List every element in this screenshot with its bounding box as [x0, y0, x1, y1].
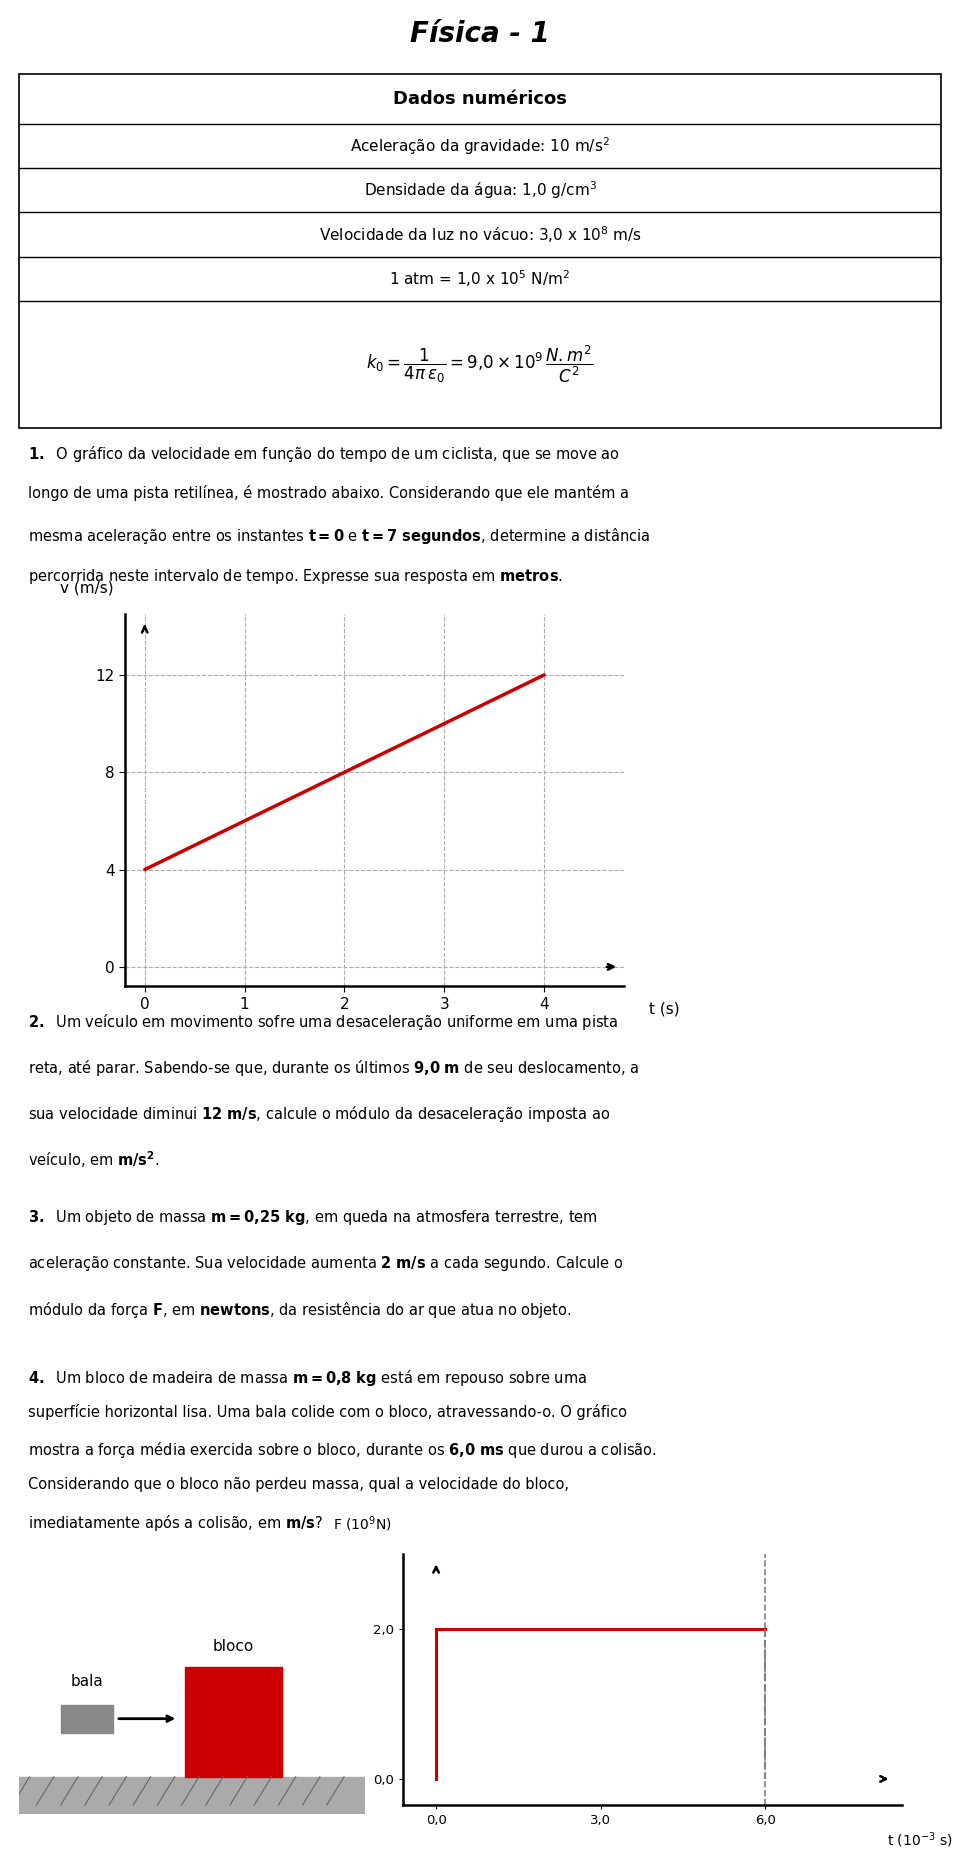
- Text: Velocidade da luz no vácuo: 3,0 x 10$^8$ m/s: Velocidade da luz no vácuo: 3,0 x 10$^8$…: [319, 223, 641, 246]
- Text: longo de uma pista retilínea, é mostrado abaixo. Considerando que ele mantém a: longo de uma pista retilínea, é mostrado…: [29, 484, 630, 501]
- Text: t (10$^{-3}$ s): t (10$^{-3}$ s): [887, 1831, 952, 1850]
- Text: $\mathbf{1.}$  O gráfico da velocidade em função do tempo de um ciclista, que se: $\mathbf{1.}$ O gráfico da velocidade em…: [29, 443, 620, 463]
- Text: $k_0 = \dfrac{1}{4\pi\,\varepsilon_0} = 9{,}0 \times 10^9\,\dfrac{N.m^2}{C^2}$: $k_0 = \dfrac{1}{4\pi\,\varepsilon_0} = …: [367, 344, 593, 385]
- Text: superfície horizontal lisa. Uma bala colide com o bloco, atravessando-o. O gráfi: superfície horizontal lisa. Uma bala col…: [29, 1403, 628, 1420]
- Text: módulo da força $\mathbf{F}$, em $\mathbf{newtons}$, da resistência do ar que at: módulo da força $\mathbf{F}$, em $\mathb…: [29, 1299, 572, 1319]
- Text: $\mathbf{2.}$  Um veículo em movimento sofre uma desaceleração uniforme em uma p: $\mathbf{2.}$ Um veículo em movimento so…: [29, 1012, 619, 1033]
- Text: v (m/s): v (m/s): [60, 581, 113, 596]
- Text: aceleração constante. Sua velocidade aumenta $\mathbf{2\ m/s}$ a cada segundo. C: aceleração constante. Sua velocidade aum…: [29, 1254, 624, 1273]
- Text: percorrida neste intervalo de tempo. Expresse sua resposta em $\mathbf{metros}$.: percorrida neste intervalo de tempo. Exp…: [29, 568, 564, 586]
- Bar: [60, 1705, 112, 1733]
- Text: mostra a força média exercida sobre o bloco, durante os $\mathbf{6{,}0\ ms}$ que: mostra a força média exercida sobre o bl…: [29, 1440, 658, 1461]
- Text: Considerando que o bloco não perdeu massa, qual a velocidade do bloco,: Considerando que o bloco não perdeu mass…: [29, 1478, 569, 1493]
- Text: Aceleração da gravidade: 10 m/s$^2$: Aceleração da gravidade: 10 m/s$^2$: [350, 136, 610, 156]
- Text: imediatamente após a colisão, em $\mathbf{m/s}$?: imediatamente após a colisão, em $\mathb…: [29, 1513, 324, 1533]
- Text: Física - 1: Física - 1: [410, 20, 550, 48]
- Text: $\mathbf{3.}$  Um objeto de massa $\mathbf{m = 0{,}25\ kg}$, em queda na atmosfe: $\mathbf{3.}$ Um objeto de massa $\mathb…: [29, 1208, 598, 1228]
- Text: Dados numéricos: Dados numéricos: [393, 89, 567, 108]
- Text: $\mathbf{4.}$  Um bloco de madeira de massa $\mathbf{m = 0{,}8\ kg}$ está em rep: $\mathbf{4.}$ Um bloco de madeira de mas…: [29, 1368, 588, 1388]
- Text: bala: bala: [70, 1673, 103, 1690]
- Text: F (10$^9$N): F (10$^9$N): [333, 1515, 392, 1533]
- Text: veículo, em $\mathbf{m/s^2}$.: veículo, em $\mathbf{m/s^2}$.: [29, 1148, 159, 1171]
- Text: bloco: bloco: [213, 1640, 254, 1654]
- Text: sua velocidade diminui $\mathbf{12\ m/s}$, calcule o módulo da desaceleração imp: sua velocidade diminui $\mathbf{12\ m/s}…: [29, 1104, 611, 1124]
- Bar: [19, 1777, 365, 1814]
- Text: reta, até parar. Sabendo-se que, durante os últimos $\mathbf{9{,}0\ m}$ de seu d: reta, até parar. Sabendo-se que, durante…: [29, 1057, 639, 1078]
- Text: Densidade da água: 1,0 g/cm$^3$: Densidade da água: 1,0 g/cm$^3$: [364, 179, 596, 201]
- Text: mesma aceleração entre os instantes $\mathbf{t = 0}$ e $\mathbf{t = 7\ segundos}: mesma aceleração entre os instantes $\ma…: [29, 527, 651, 545]
- Text: 1 atm = 1,0 x 10$^5$ N/m$^2$: 1 atm = 1,0 x 10$^5$ N/m$^2$: [390, 268, 570, 288]
- Bar: [185, 1667, 282, 1777]
- X-axis label: t (s): t (s): [649, 1001, 680, 1016]
